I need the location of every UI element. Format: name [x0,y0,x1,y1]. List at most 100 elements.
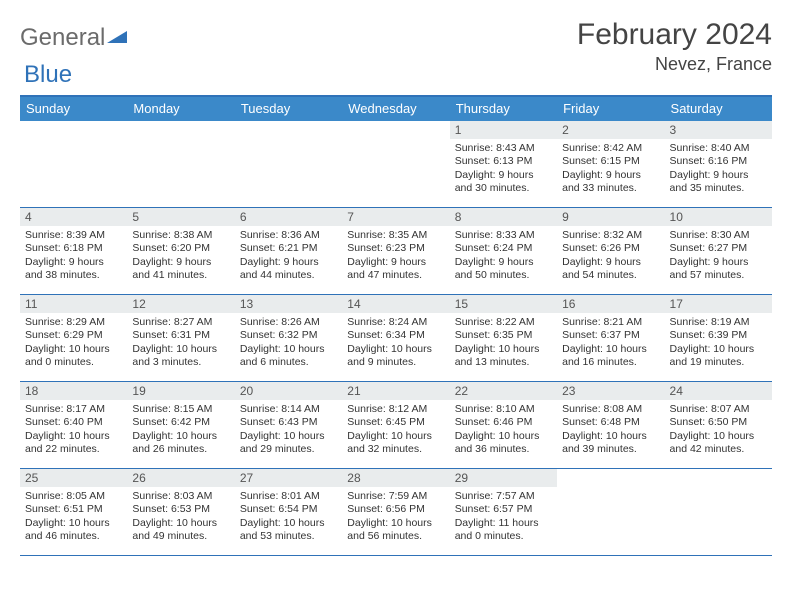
daylight-line: Daylight: 9 hours and 35 minutes. [670,169,768,196]
day-number: 14 [342,295,449,313]
sunrise-line: Sunrise: 8:35 AM [347,229,445,242]
sunrise-line: Sunrise: 8:26 AM [240,316,338,329]
sunrise-line: Sunrise: 8:07 AM [670,403,768,416]
sunset-line: Sunset: 6:45 PM [347,416,445,429]
day-number: 25 [20,469,127,487]
sunset-line: Sunset: 6:42 PM [132,416,230,429]
daylight-line: Daylight: 9 hours and 38 minutes. [25,256,123,283]
day-body: Sunrise: 8:01 AMSunset: 6:54 PMDaylight:… [235,487,342,548]
day-number: 18 [20,382,127,400]
sunset-line: Sunset: 6:29 PM [25,329,123,342]
sunset-line: Sunset: 6:48 PM [562,416,660,429]
daylight-line: Daylight: 11 hours and 0 minutes. [455,517,553,544]
sunrise-line: Sunrise: 8:33 AM [455,229,553,242]
day-number: 29 [450,469,557,487]
day-number: 23 [557,382,664,400]
day-number [342,121,449,139]
day-number [20,121,127,139]
day-header-thursday: Thursday [450,97,557,121]
sunrise-line: Sunrise: 8:05 AM [25,490,123,503]
day-body: Sunrise: 8:03 AMSunset: 6:53 PMDaylight:… [127,487,234,548]
day-cell-25: 25Sunrise: 8:05 AMSunset: 6:51 PMDayligh… [20,469,127,555]
day-body: Sunrise: 8:14 AMSunset: 6:43 PMDaylight:… [235,400,342,461]
sunset-line: Sunset: 6:31 PM [132,329,230,342]
day-number: 11 [20,295,127,313]
sunset-line: Sunset: 6:34 PM [347,329,445,342]
day-number: 9 [557,208,664,226]
day-cell-5: 5Sunrise: 8:38 AMSunset: 6:20 PMDaylight… [127,208,234,294]
daylight-line: Daylight: 10 hours and 19 minutes. [670,343,768,370]
sunset-line: Sunset: 6:37 PM [562,329,660,342]
sunset-line: Sunset: 6:50 PM [670,416,768,429]
sunset-line: Sunset: 6:53 PM [132,503,230,516]
day-cell-3: 3Sunrise: 8:40 AMSunset: 6:16 PMDaylight… [665,121,772,207]
daylight-line: Daylight: 10 hours and 6 minutes. [240,343,338,370]
sunset-line: Sunset: 6:27 PM [670,242,768,255]
day-number: 7 [342,208,449,226]
day-cell-6: 6Sunrise: 8:36 AMSunset: 6:21 PMDaylight… [235,208,342,294]
week-row: 11Sunrise: 8:29 AMSunset: 6:29 PMDayligh… [20,295,772,382]
day-body: Sunrise: 8:26 AMSunset: 6:32 PMDaylight:… [235,313,342,374]
day-number: 27 [235,469,342,487]
daylight-line: Daylight: 10 hours and 16 minutes. [562,343,660,370]
day-body: Sunrise: 8:29 AMSunset: 6:29 PMDaylight:… [20,313,127,374]
day-body: Sunrise: 8:35 AMSunset: 6:23 PMDaylight:… [342,226,449,287]
day-number: 15 [450,295,557,313]
day-cell-10: 10Sunrise: 8:30 AMSunset: 6:27 PMDayligh… [665,208,772,294]
day-number: 10 [665,208,772,226]
daylight-line: Daylight: 10 hours and 32 minutes. [347,430,445,457]
sunset-line: Sunset: 6:26 PM [562,242,660,255]
day-cell-empty [342,121,449,207]
daylight-line: Daylight: 9 hours and 57 minutes. [670,256,768,283]
sunrise-line: Sunrise: 8:32 AM [562,229,660,242]
calendar: SundayMondayTuesdayWednesdayThursdayFrid… [20,95,772,556]
day-cell-empty [20,121,127,207]
day-cell-empty [665,469,772,555]
day-number [235,121,342,139]
day-number: 24 [665,382,772,400]
day-cell-2: 2Sunrise: 8:42 AMSunset: 6:15 PMDaylight… [557,121,664,207]
day-cell-4: 4Sunrise: 8:39 AMSunset: 6:18 PMDaylight… [20,208,127,294]
day-cell-7: 7Sunrise: 8:35 AMSunset: 6:23 PMDaylight… [342,208,449,294]
day-cell-17: 17Sunrise: 8:19 AMSunset: 6:39 PMDayligh… [665,295,772,381]
day-cell-empty [235,121,342,207]
sunset-line: Sunset: 6:13 PM [455,155,553,168]
daylight-line: Daylight: 10 hours and 53 minutes. [240,517,338,544]
day-body: Sunrise: 8:33 AMSunset: 6:24 PMDaylight:… [450,226,557,287]
day-body: Sunrise: 8:22 AMSunset: 6:35 PMDaylight:… [450,313,557,374]
day-header-friday: Friday [557,97,664,121]
logo-text-general: General [20,24,105,52]
day-cell-26: 26Sunrise: 8:03 AMSunset: 6:53 PMDayligh… [127,469,234,555]
day-number: 16 [557,295,664,313]
day-body: Sunrise: 8:39 AMSunset: 6:18 PMDaylight:… [20,226,127,287]
week-row: 4Sunrise: 8:39 AMSunset: 6:18 PMDaylight… [20,208,772,295]
sunrise-line: Sunrise: 8:10 AM [455,403,553,416]
day-number [665,469,772,487]
day-body: Sunrise: 8:40 AMSunset: 6:16 PMDaylight:… [665,139,772,200]
day-number: 6 [235,208,342,226]
daylight-line: Daylight: 9 hours and 50 minutes. [455,256,553,283]
day-body: Sunrise: 8:08 AMSunset: 6:48 PMDaylight:… [557,400,664,461]
day-body: Sunrise: 8:38 AMSunset: 6:20 PMDaylight:… [127,226,234,287]
day-cell-29: 29Sunrise: 7:57 AMSunset: 6:57 PMDayligh… [450,469,557,555]
sunset-line: Sunset: 6:15 PM [562,155,660,168]
location: Nevez, France [577,54,772,75]
day-body: Sunrise: 8:05 AMSunset: 6:51 PMDaylight:… [20,487,127,548]
sunrise-line: Sunrise: 8:12 AM [347,403,445,416]
week-row: 18Sunrise: 8:17 AMSunset: 6:40 PMDayligh… [20,382,772,469]
day-number [127,121,234,139]
sunrise-line: Sunrise: 8:01 AM [240,490,338,503]
daylight-line: Daylight: 10 hours and 36 minutes. [455,430,553,457]
sunrise-line: Sunrise: 8:15 AM [132,403,230,416]
day-number: 4 [20,208,127,226]
sunset-line: Sunset: 6:54 PM [240,503,338,516]
logo-text-blue: Blue [24,61,72,89]
day-body: Sunrise: 8:30 AMSunset: 6:27 PMDaylight:… [665,226,772,287]
sunrise-line: Sunrise: 8:21 AM [562,316,660,329]
sunset-line: Sunset: 6:56 PM [347,503,445,516]
day-body: Sunrise: 8:21 AMSunset: 6:37 PMDaylight:… [557,313,664,374]
sunset-line: Sunset: 6:20 PM [132,242,230,255]
sunset-line: Sunset: 6:46 PM [455,416,553,429]
day-body: Sunrise: 8:15 AMSunset: 6:42 PMDaylight:… [127,400,234,461]
daylight-line: Daylight: 9 hours and 33 minutes. [562,169,660,196]
